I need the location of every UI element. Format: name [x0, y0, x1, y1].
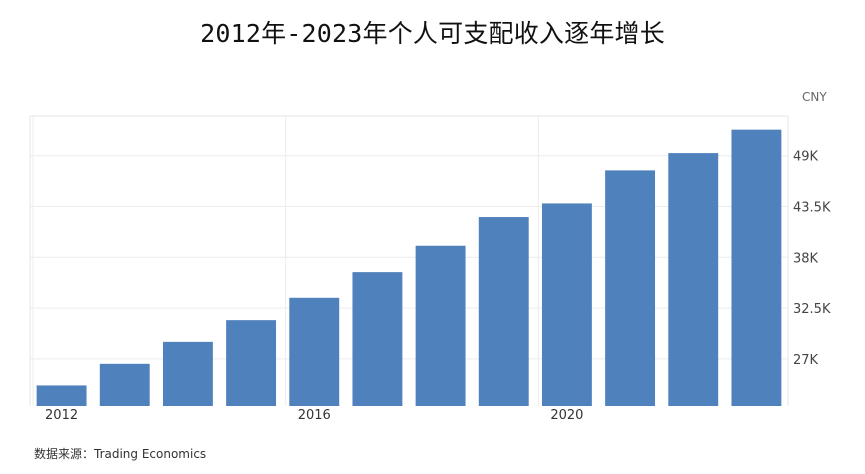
x-axis-labels: 2012 2016 2020: [45, 408, 583, 423]
bar-2017[interactable]: [352, 272, 403, 406]
y-tick-label: 49K: [793, 150, 819, 165]
y-tick-label: 27K: [793, 353, 819, 368]
bar-2013[interactable]: [99, 363, 150, 406]
chart-title: 2012年-2023年个人可支配收入逐年增长: [200, 19, 665, 48]
bar-2014[interactable]: [162, 341, 213, 406]
y-axis-labels: 27K 32.5K 38K 43.5K 49K: [793, 150, 831, 368]
bar-2018[interactable]: [415, 245, 466, 406]
y-tick-label: 43.5K: [793, 201, 831, 216]
grid-lines: [29, 115, 789, 406]
bars: [36, 129, 782, 407]
bar-2016[interactable]: [289, 297, 340, 406]
bar-2020[interactable]: [541, 203, 592, 406]
y-tick-label: 38K: [793, 251, 819, 266]
x-tick-label: 2020: [550, 408, 583, 423]
bar-2023[interactable]: [731, 129, 782, 407]
bar-2015[interactable]: [226, 320, 277, 406]
y-tick-label: 32.5K: [793, 302, 831, 317]
x-tick-label: 2016: [298, 408, 331, 423]
data-source-note: 数据来源：Trading Economics: [34, 447, 207, 461]
bar-2022[interactable]: [668, 153, 719, 406]
x-tick-label: 2012: [45, 408, 78, 423]
bar-2021[interactable]: [605, 170, 656, 406]
bar-2019[interactable]: [478, 217, 529, 406]
y-axis-unit-label: CNY: [802, 90, 827, 104]
bar-2012[interactable]: [36, 385, 87, 406]
